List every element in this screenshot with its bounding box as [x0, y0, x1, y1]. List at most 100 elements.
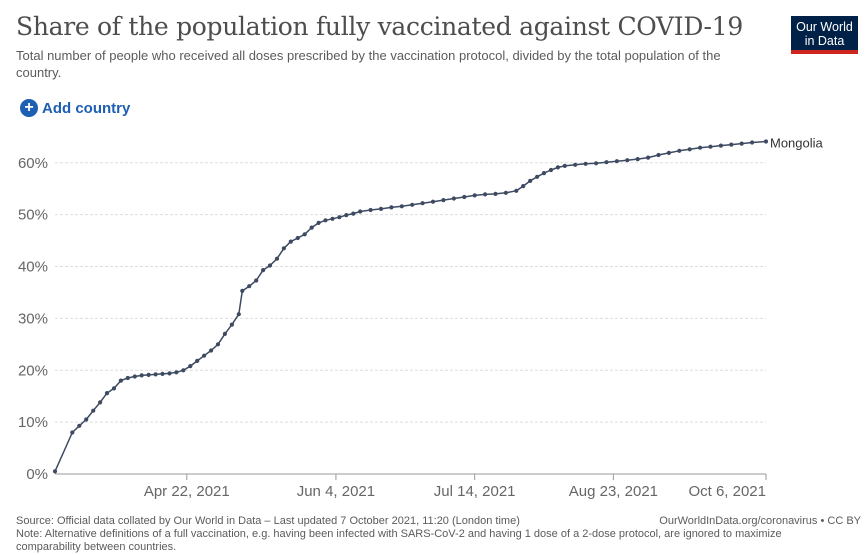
series-layer: Mongolia	[52, 135, 824, 474]
y-tick-label: 20%	[18, 362, 48, 379]
data-point	[583, 161, 588, 166]
logo-line-1: Our World	[796, 20, 853, 34]
data-point	[174, 370, 179, 375]
data-point	[84, 417, 89, 422]
data-point	[91, 408, 96, 413]
data-point	[118, 378, 123, 383]
data-point	[295, 235, 300, 241]
data-point	[677, 148, 682, 153]
y-tick-label: 10%	[18, 414, 48, 431]
data-point	[247, 284, 252, 289]
data-point	[399, 204, 404, 209]
grid-layer	[55, 162, 766, 423]
data-point	[274, 256, 280, 261]
data-point	[70, 430, 75, 435]
owid-logo[interactable]: Our World in Data	[791, 16, 858, 54]
data-point	[181, 368, 186, 373]
data-point	[330, 216, 335, 221]
data-point	[718, 143, 724, 148]
data-point	[202, 353, 207, 358]
logo-line-2: in Data	[804, 34, 845, 48]
data-point	[195, 358, 200, 363]
data-point	[548, 167, 554, 173]
y-tick-label: 30%	[18, 310, 48, 327]
data-point	[430, 199, 436, 204]
data-point	[344, 213, 349, 218]
y-tick-label: 0%	[26, 466, 48, 483]
credit-link[interactable]: OurWorldInData.org/coronavirus • CC BY	[659, 515, 861, 527]
axis-layer: 0% 10% 20% 30% 40% 50% 60% Apr 22, 2021 Jun 4, 2…	[18, 155, 767, 500]
data-point	[698, 145, 703, 150]
data-point	[316, 220, 321, 225]
data-point	[729, 142, 734, 147]
data-point	[125, 375, 130, 381]
data-point	[267, 263, 273, 268]
data-point	[750, 140, 755, 145]
data-point	[656, 152, 661, 158]
data-point	[261, 268, 266, 273]
data-point	[573, 162, 578, 167]
data-point	[493, 191, 498, 196]
data-point	[167, 371, 172, 376]
data-point	[625, 158, 630, 163]
data-point	[337, 215, 342, 220]
data-point	[451, 196, 456, 201]
data-point	[441, 198, 446, 203]
plus-circle-icon: +	[20, 99, 38, 117]
chart-title: Share of the population fully vaccinated…	[16, 12, 743, 41]
note-text: Note: Alternative definitions of a full …	[16, 528, 782, 553]
chart-footer: Source: Official data collated by Our Wo…	[16, 515, 861, 554]
data-point	[309, 225, 314, 230]
data-point	[351, 211, 356, 216]
data-point	[153, 372, 158, 377]
x-tick-label: Jun 4, 2021	[297, 483, 375, 500]
y-tick-label: 40%	[18, 259, 48, 276]
data-point	[98, 400, 103, 405]
data-point	[389, 205, 394, 210]
data-point	[368, 207, 373, 213]
data-point	[666, 150, 672, 155]
data-point	[52, 469, 58, 474]
data-point	[288, 239, 293, 244]
data-point	[604, 160, 609, 165]
add-country-button[interactable]: + Add country	[20, 99, 130, 117]
series-label: Mongolia	[770, 135, 824, 150]
data-point	[503, 190, 508, 195]
data-point	[139, 373, 144, 378]
data-point	[236, 312, 241, 317]
data-point	[483, 192, 488, 197]
source-text: Source: Official data collated by Our Wo…	[16, 515, 520, 527]
data-point	[240, 288, 245, 293]
data-point	[687, 147, 692, 152]
data-point	[77, 423, 82, 428]
data-point	[708, 144, 713, 149]
y-tick-label: 50%	[18, 207, 48, 224]
data-point	[254, 278, 259, 283]
x-tick-label: Jul 14, 2021	[434, 483, 516, 500]
data-point	[420, 201, 425, 206]
data-point	[410, 202, 415, 207]
data-point	[555, 165, 561, 170]
data-point	[132, 374, 137, 379]
data-point	[472, 193, 477, 198]
data-point	[528, 178, 533, 183]
x-tick-label: Oct 6, 2021	[688, 483, 766, 500]
data-point	[229, 322, 234, 327]
data-point	[111, 386, 117, 391]
data-point	[614, 159, 620, 164]
data-point	[215, 342, 221, 347]
data-point	[222, 331, 227, 336]
data-point	[535, 174, 540, 179]
data-point	[646, 155, 651, 160]
data-point	[104, 391, 110, 396]
data-point	[160, 371, 165, 376]
x-tick-label: Aug 23, 2021	[569, 483, 658, 500]
data-point	[541, 171, 547, 176]
add-country-label: Add country	[42, 99, 131, 117]
data-point	[209, 348, 214, 353]
data-point	[323, 218, 328, 223]
data-point	[635, 157, 640, 162]
y-tick-label: 60%	[18, 155, 48, 172]
data-point	[462, 194, 467, 200]
